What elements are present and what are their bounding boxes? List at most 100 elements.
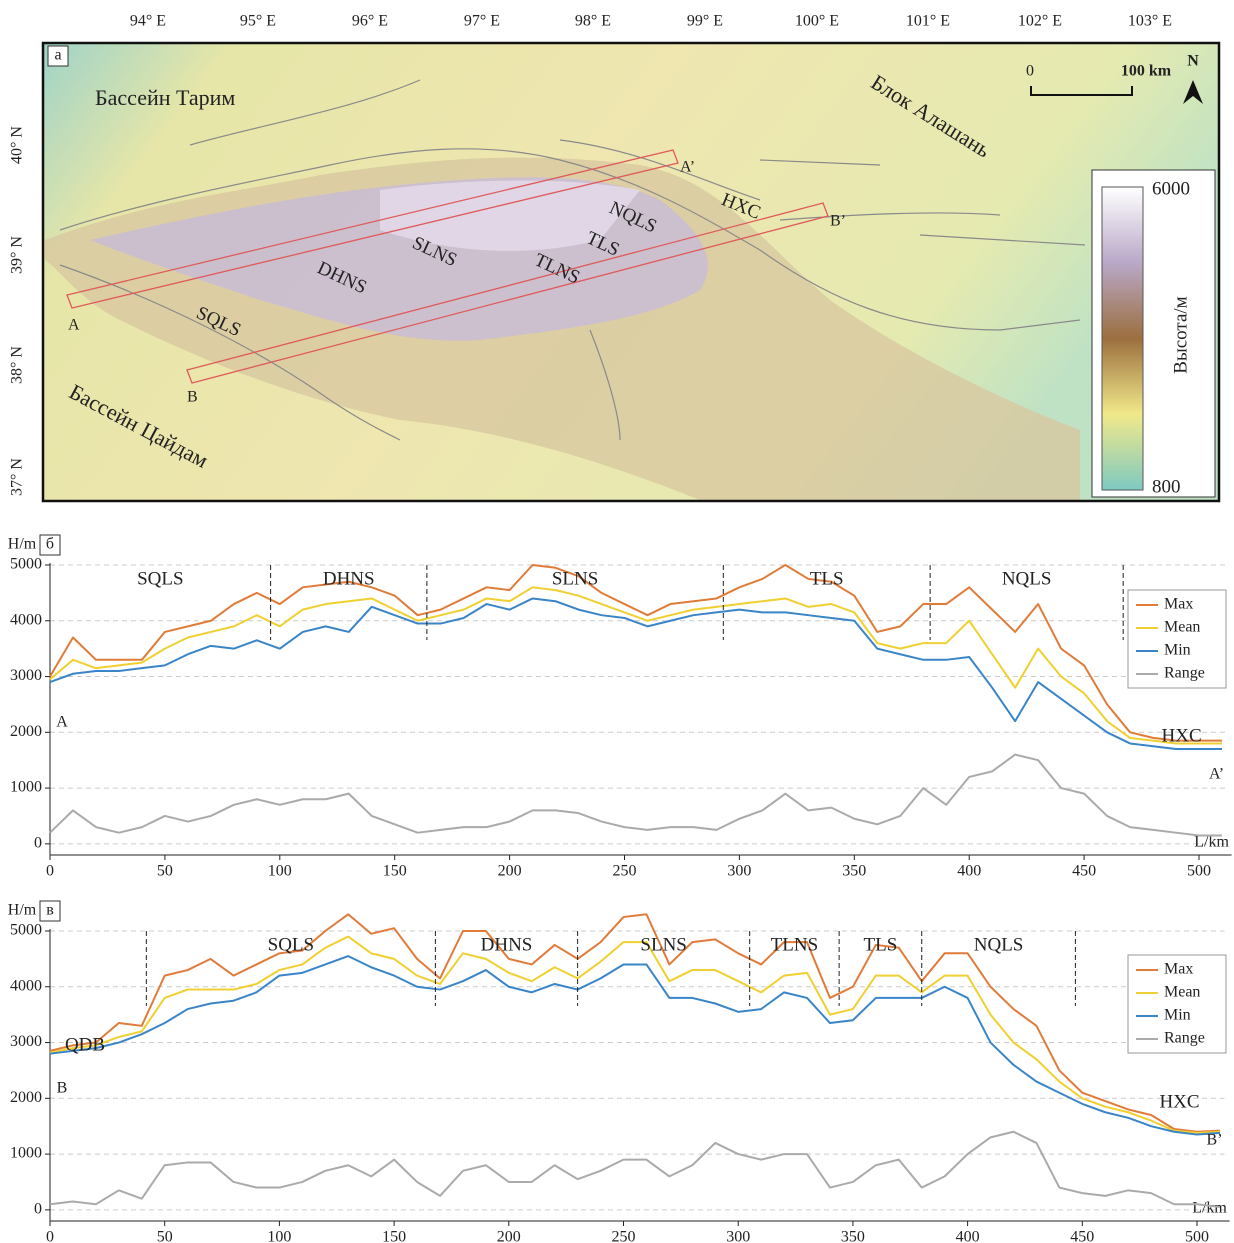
section-label: TLS	[810, 568, 844, 589]
profile-end-label: A’	[680, 159, 695, 176]
page: {"map": {"panel": "а", "lon_labels": ["9…	[0, 0, 1234, 1243]
latitude-label: 37° N	[9, 458, 26, 496]
series-line	[50, 937, 1220, 1133]
longitude-label: 99° E	[687, 13, 723, 30]
series-line	[50, 914, 1220, 1132]
scale-end: 100 km	[1121, 63, 1172, 80]
legend-label: Min	[1164, 1007, 1191, 1024]
x-tick-label: 150	[383, 863, 407, 880]
profile-end-label: B’	[830, 213, 846, 230]
y-tick-label: 1000	[10, 779, 42, 796]
y-tick-label: 5000	[10, 922, 42, 939]
legend-title: Высота/м	[1170, 296, 1191, 373]
x-tick-label: 0	[46, 863, 54, 880]
x-tick-label: 400	[956, 1229, 980, 1243]
legend-min: 800	[1152, 476, 1181, 497]
x-tick-label: 450	[1072, 863, 1096, 880]
y-axis-label: H/m	[8, 902, 37, 919]
x-tick-label: 0	[46, 1229, 54, 1243]
longitude-label: 101° E	[906, 13, 950, 30]
x-tick-label: 100	[267, 1229, 291, 1243]
panel-label: б	[46, 536, 54, 553]
y-tick-label: 0	[34, 835, 42, 852]
section-label: SQLS	[137, 568, 183, 589]
x-tick-label: 100	[268, 863, 292, 880]
x-tick-label: 250	[613, 863, 637, 880]
longitude-label: 97° E	[464, 13, 500, 30]
y-tick-label: 5000	[10, 556, 42, 573]
latitude-label: 38° N	[9, 346, 26, 384]
section-label: QDB	[65, 1034, 105, 1055]
section-label: HXC	[1162, 725, 1202, 746]
scale-start: 0	[1026, 63, 1034, 80]
y-tick-label: 3000	[10, 1033, 42, 1050]
x-tick-label: 450	[1070, 1229, 1094, 1243]
longitude-label: 96° E	[352, 13, 388, 30]
longitude-label: 94° E	[130, 13, 166, 30]
longitude-label: 102° E	[1018, 13, 1062, 30]
section-label: DHNS	[481, 934, 533, 955]
x-tick-label: 350	[841, 1229, 865, 1243]
section-label: SQLS	[268, 934, 314, 955]
x-tick-label: 300	[727, 863, 751, 880]
north-label: N	[1187, 53, 1199, 70]
x-tick-label: 50	[157, 1229, 173, 1243]
section-label: TLS	[864, 934, 898, 955]
legend-label: Max	[1164, 596, 1193, 613]
figure: 94° E 95° E 96° E 97° E 98° E 99° E 100° E 101°…	[0, 0, 1234, 1243]
latitude-label: 40° N	[9, 126, 26, 164]
x-tick-label: 200	[498, 863, 522, 880]
longitude-label: 103° E	[1128, 13, 1172, 30]
section-label: TLNS	[771, 934, 819, 955]
series-line	[50, 755, 1222, 836]
y-tick-label: 3000	[10, 667, 42, 684]
series-line	[50, 956, 1220, 1134]
profile-end-label: A	[68, 317, 80, 334]
y-tick-label: 2000	[10, 1089, 42, 1106]
panel-label: в	[46, 902, 54, 919]
section-label: NQLS	[1002, 568, 1052, 589]
x-axis-label: L/km	[1192, 1200, 1227, 1217]
y-tick-label: 4000	[10, 977, 42, 994]
x-tick-label: 400	[957, 863, 981, 880]
profile-end-label: B	[187, 389, 198, 406]
longitude-label: 98° E	[575, 13, 611, 30]
section-label: HXC	[1159, 1091, 1199, 1112]
x-tick-label: 300	[726, 1229, 750, 1243]
y-tick-label: 1000	[10, 1145, 42, 1162]
series-line	[50, 1132, 1220, 1207]
x-tick-label: 500	[1185, 1229, 1209, 1243]
legend-max: 6000	[1152, 178, 1190, 199]
x-tick-label: 500	[1187, 863, 1211, 880]
legend-label: Min	[1164, 642, 1191, 659]
map: 94° E 95° E 96° E 97° E 98° E 99° E 100° E 101°…	[9, 13, 1219, 501]
longitude-label: 95° E	[240, 13, 276, 30]
y-axis-label: H/m	[8, 536, 37, 553]
series-line	[50, 565, 1222, 741]
profile-end: B’	[1207, 1132, 1223, 1149]
legend-label: Max	[1164, 961, 1193, 978]
section-label: NQLS	[974, 934, 1024, 955]
elevation-bar	[1102, 187, 1143, 490]
legend-label: Range	[1164, 1030, 1205, 1047]
profile-start: A	[56, 714, 68, 731]
profile-start: B	[57, 1080, 68, 1097]
x-tick-label: 200	[497, 1229, 521, 1243]
x-tick-label: 350	[842, 863, 866, 880]
legend-label: Range	[1164, 665, 1205, 682]
x-tick-label: 50	[157, 863, 173, 880]
x-tick-label: 150	[382, 1229, 406, 1243]
legend-label: Mean	[1164, 619, 1200, 636]
profile-end: A’	[1209, 766, 1224, 783]
y-tick-label: 0	[34, 1201, 42, 1218]
section-label: SLNS	[552, 568, 598, 589]
y-tick-label: 2000	[10, 723, 42, 740]
legend-label: Mean	[1164, 984, 1200, 1001]
longitude-label: 100° E	[795, 13, 839, 30]
y-tick-label: 4000	[10, 611, 42, 628]
latitude-label: 39° N	[9, 236, 26, 274]
x-tick-label: 250	[612, 1229, 636, 1243]
panel-label: а	[54, 47, 61, 64]
section-label: DHNS	[323, 568, 375, 589]
place-label: Бассейн Тарим	[95, 85, 235, 110]
